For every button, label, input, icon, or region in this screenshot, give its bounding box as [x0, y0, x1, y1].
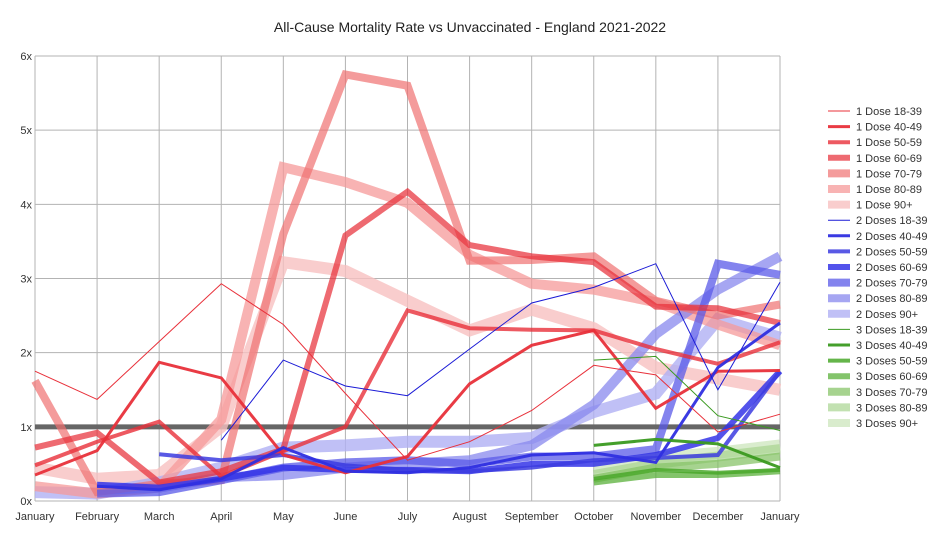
series-line-3 [34, 187, 781, 486]
series-line-14 [593, 355, 781, 431]
x-tick-label: January [760, 511, 800, 523]
legend-label: 3 Doses 80-89 [856, 402, 928, 414]
y-tick-label: 0x [20, 496, 32, 508]
legend-label: 1 Dose 18-39 [856, 106, 922, 118]
legend-label: 2 Doses 90+ [856, 309, 918, 321]
x-tick-label: April [210, 511, 232, 523]
series-line-6 [33, 255, 782, 485]
series-line-7 [220, 263, 781, 441]
series-line-1 [34, 328, 781, 477]
grid [34, 55, 781, 502]
legend: 1 Dose 18-39 1 Dose 40-49 1 Dose 50-59 1 Do… [828, 106, 928, 430]
x-tick-label: December [693, 511, 744, 523]
series-line-16 [593, 467, 781, 481]
legend-label: 2 Doses 80-89 [856, 293, 928, 305]
chart-title: All-Cause Mortality Rate vs Unvaccinated… [274, 19, 666, 35]
legend-label: 2 Doses 70-79 [856, 278, 928, 290]
legend-label: 2 Doses 60-69 [856, 262, 928, 274]
y-tick-label: 6x [20, 51, 32, 63]
legend-label: 3 Doses 50-59 [856, 356, 928, 368]
series-line-0 [34, 283, 781, 461]
legend-label: 2 Doses 18-39 [856, 215, 928, 227]
series-line-8 [97, 321, 781, 492]
legend-label: 1 Dose 90+ [856, 200, 913, 212]
legend-label: 3 Doses 18-39 [856, 324, 928, 336]
x-tick-label: November [630, 511, 681, 523]
axis-labels: 0x 1x 2x 3x 4x 5x 6x January February March April M… [15, 51, 800, 523]
x-tick-label: September [505, 511, 559, 523]
y-tick-label: 5x [20, 125, 32, 137]
legend-label: 3 Doses 90+ [856, 418, 918, 430]
y-tick-label: 4x [20, 199, 32, 211]
series-lines [31, 69, 783, 500]
legend-label: 1 Dose 70-79 [856, 168, 922, 180]
legend-label: 3 Doses 60-69 [856, 371, 928, 383]
series-line-15 [593, 437, 781, 470]
legend-label: 1 Dose 80-89 [856, 184, 922, 196]
x-tick-label: August [452, 511, 486, 523]
y-tick-label: 1x [20, 422, 32, 434]
x-tick-label: October [574, 511, 613, 523]
legend-label: 2 Doses 50-59 [856, 246, 928, 258]
legend-label: 1 Dose 60-69 [856, 153, 922, 165]
y-tick-label: 3x [20, 274, 32, 286]
legend-label: 3 Doses 70-79 [856, 387, 928, 399]
x-tick-label: June [333, 511, 357, 523]
x-tick-label: February [75, 511, 120, 523]
legend-label: 2 Doses 40-49 [856, 231, 928, 243]
x-tick-label: May [273, 511, 294, 523]
legend-label: 1 Dose 40-49 [856, 122, 922, 134]
x-tick-label: March [144, 511, 175, 523]
series-line-2 [34, 308, 781, 479]
x-tick-label: January [15, 511, 55, 523]
y-tick-label: 2x [20, 348, 32, 360]
legend-label: 3 Doses 40-49 [856, 340, 928, 352]
x-tick-label: July [398, 511, 418, 523]
legend-label: 1 Dose 50-59 [856, 137, 922, 149]
